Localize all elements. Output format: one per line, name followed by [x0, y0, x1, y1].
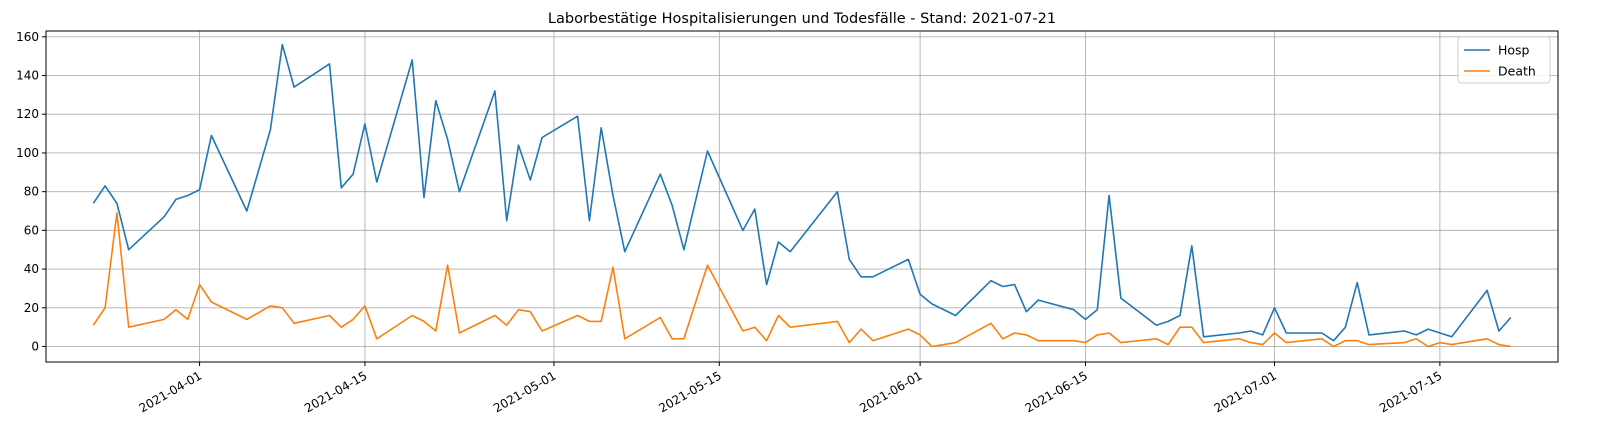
y-tick-label: 80 — [24, 185, 39, 199]
legend-label-hosp: Hosp — [1498, 43, 1530, 58]
y-tick-label: 160 — [16, 30, 39, 44]
x-tick-label: 2021-04-01 — [137, 368, 204, 415]
y-tick-label: 100 — [16, 146, 39, 160]
x-tick-label: 2021-07-01 — [1212, 368, 1279, 415]
x-tick-label: 2021-04-15 — [302, 368, 369, 415]
legend-label-death: Death — [1498, 64, 1536, 79]
y-tick-label: 0 — [31, 340, 39, 354]
plot-frame — [45, 30, 1559, 363]
y-tick-label: 20 — [24, 301, 39, 315]
series-line-hosp — [92, 43, 1512, 342]
axes: 0 20 40 60 80 100 120 140 160 2021-04-01 2021-04-1… — [16, 30, 1444, 416]
x-tick-label: 2021-05-15 — [656, 368, 723, 415]
x-tick-label: 2021-05-01 — [491, 368, 558, 415]
legend[interactable]: Hosp Death — [1457, 36, 1551, 84]
series-line-death — [92, 212, 1511, 348]
x-tick-label: 2021-06-15 — [1023, 368, 1090, 415]
x-tick-label: 2021-06-01 — [857, 368, 924, 415]
chart-title: Laborbestätige Hospitalisierungen und To… — [548, 11, 1056, 27]
y-tick-label: 140 — [16, 69, 39, 83]
y-tick-label: 40 — [24, 262, 39, 276]
y-tick-label: 60 — [24, 223, 39, 237]
x-tick-label: 2021-07-15 — [1377, 368, 1444, 415]
y-tick-label: 120 — [16, 107, 39, 121]
series-group — [92, 43, 1512, 348]
grid — [46, 31, 1558, 362]
